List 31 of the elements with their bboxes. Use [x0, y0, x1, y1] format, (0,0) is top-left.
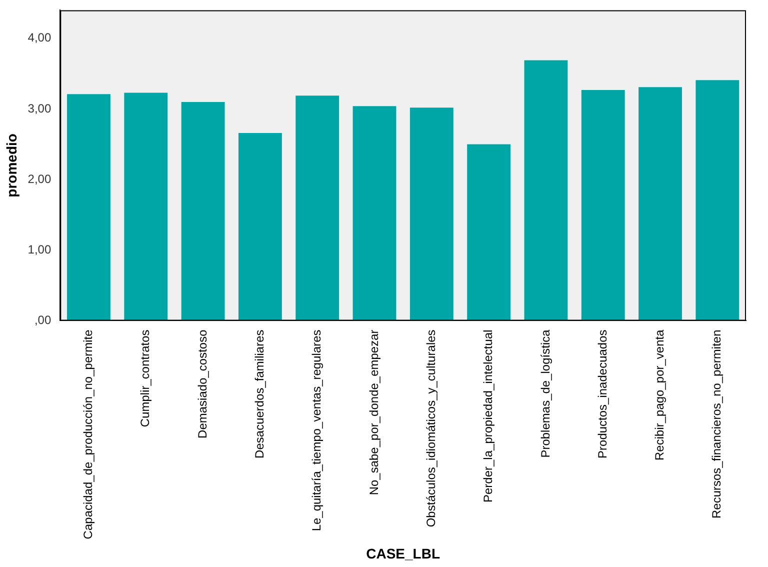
- y-tick-label: 1,00: [28, 242, 52, 256]
- x-tick-label: Capacidad_de_producción_no_permite: [81, 329, 96, 540]
- bar: [638, 87, 682, 321]
- x-tick-label: Obstáculos_idiomáticos_y_culturales: [424, 330, 438, 528]
- bar: [467, 144, 511, 321]
- bar: [410, 108, 454, 321]
- x-tick-label: Le_quitaría_tiempo_ventas_regulares: [310, 330, 324, 532]
- y-tick-label: 3,00: [28, 101, 52, 116]
- y-tick-label: ,00: [34, 313, 52, 328]
- x-tick-label: Productos_inadecuados: [595, 330, 610, 458]
- bar: [181, 102, 225, 321]
- y-tick-label: 4,00: [28, 30, 52, 45]
- x-tick-label: Cumplir_contratos: [138, 330, 152, 428]
- x-tick-label: Recursos_financieros_no_permiten: [710, 330, 724, 518]
- bar: [581, 90, 625, 321]
- x-tick-label: Demasiado_costoso: [195, 329, 210, 438]
- x-tick-label: No_sabe_por_donde_empezar: [366, 330, 381, 496]
- x-axis-title: CASE_LBL: [366, 545, 440, 562]
- x-tick-label: Perder_la_propiedad_intelectual: [481, 330, 496, 503]
- x-tick-label: Problemas_de_logística: [538, 329, 552, 458]
- bar: [696, 80, 740, 321]
- bar: [296, 96, 340, 321]
- bar: [67, 94, 110, 321]
- bar: [238, 132, 282, 321]
- bar: [524, 60, 568, 321]
- x-tick-label: Recibir_pago_por_venta: [652, 329, 667, 460]
- bar: [352, 106, 396, 321]
- x-tick-label: Desacuerdos_familiares: [252, 330, 267, 458]
- bar: [124, 92, 168, 321]
- y-axis-title: promedio: [3, 134, 20, 198]
- y-tick-label: 2,00: [28, 172, 52, 186]
